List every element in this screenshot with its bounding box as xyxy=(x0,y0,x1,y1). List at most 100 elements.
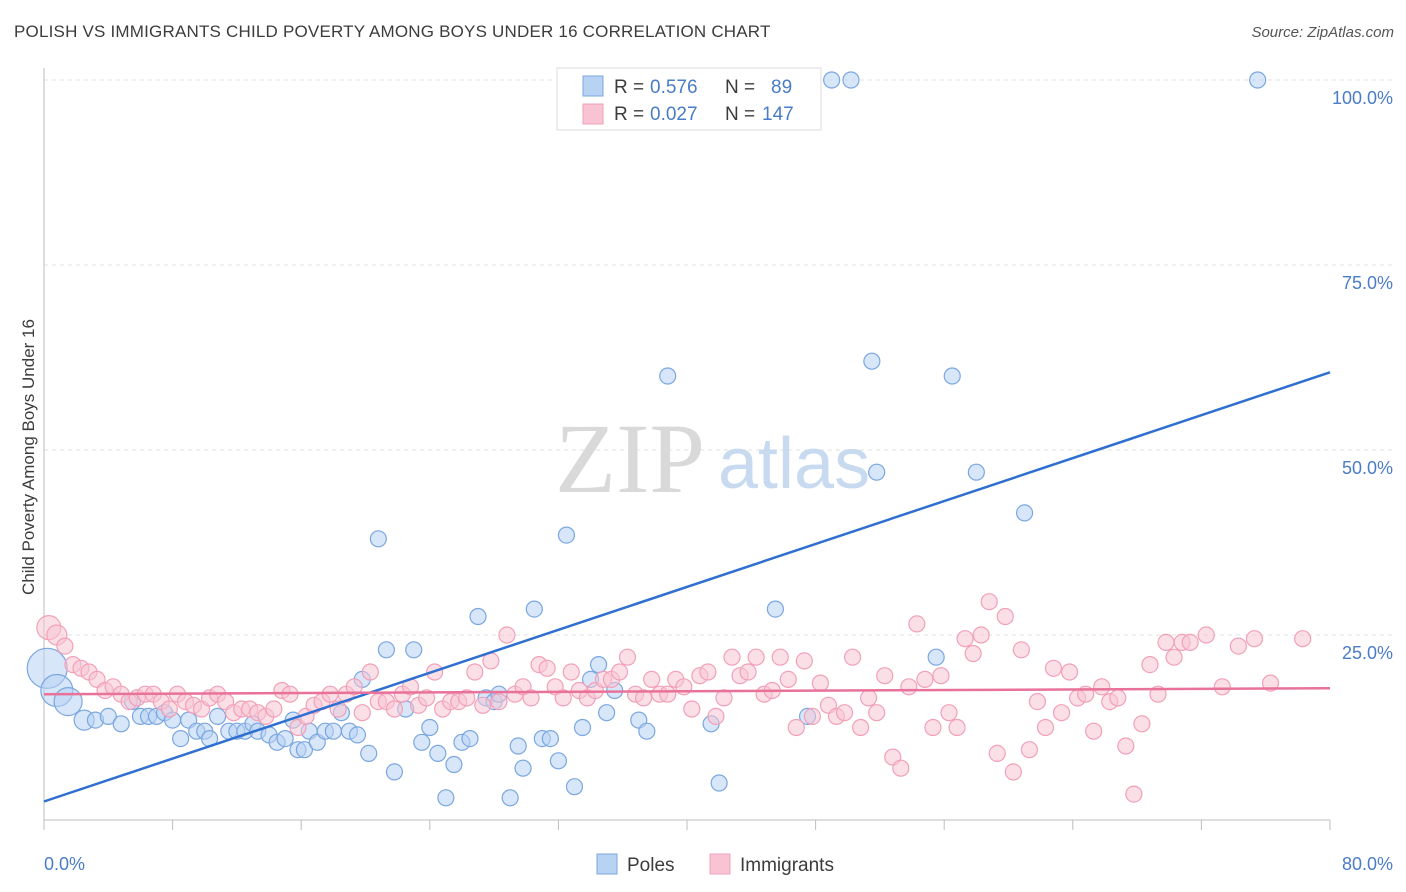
poles-point-64 xyxy=(573,718,592,737)
poles-point-44 xyxy=(413,733,431,751)
immigrants-point-101 xyxy=(852,718,870,737)
immigrants-point-93 xyxy=(787,718,805,737)
poles-point-26 xyxy=(276,729,294,748)
immigrants-point-147 xyxy=(1261,674,1280,692)
immigrants-point-139 xyxy=(1157,633,1175,652)
immigrants-point-75 xyxy=(643,670,661,689)
immigrants-point-136 xyxy=(1133,715,1151,733)
immigrants-point-43 xyxy=(385,700,404,718)
immigrants-point-87 xyxy=(739,663,757,681)
immigrants-point-56 xyxy=(490,692,508,711)
poles-point-58 xyxy=(525,600,543,618)
poles-point-33 xyxy=(324,722,342,740)
immigrants-point-110 xyxy=(924,718,942,737)
immigrants-point-148 xyxy=(1294,630,1312,648)
poles-point-36 xyxy=(348,726,367,744)
poles-point-84 xyxy=(1249,71,1267,89)
immigrants-point-137 xyxy=(1141,655,1159,674)
immigrants-point-127 xyxy=(1060,663,1079,681)
poles-point-39 xyxy=(369,530,387,548)
poles-point-45 xyxy=(421,718,439,737)
y-tick-labels: 25.0% 50.0% 75.0% 100.0% xyxy=(1332,88,1393,663)
immigrants-point-72 xyxy=(618,648,637,666)
immigrants-point-2 xyxy=(56,637,74,655)
immigrants-point-95 xyxy=(803,707,821,726)
immigrants-point-118 xyxy=(988,744,1006,763)
watermark-atlas: atlas xyxy=(718,424,870,504)
immigrants-point-120 xyxy=(1004,763,1022,781)
poles-trend-line xyxy=(43,371,1331,803)
poles-point-74 xyxy=(766,600,785,618)
immigrants-point-39 xyxy=(353,704,371,722)
immigrants-point-112 xyxy=(940,704,958,722)
immigrants-point-115 xyxy=(964,644,982,663)
immigrants-point-52 xyxy=(458,689,476,707)
y-tick-label-3: 100.0% xyxy=(1332,88,1393,108)
immigrants-point-15 xyxy=(160,700,178,718)
poles-point-60 xyxy=(541,729,559,748)
legend-r-value-poles: 0.576 xyxy=(650,77,698,98)
immigrants-point-47 xyxy=(417,689,436,707)
immigrants-point-57 xyxy=(498,626,516,644)
immigrants-point-94 xyxy=(795,652,813,670)
immigrants-point-100 xyxy=(843,648,862,666)
immigrants-point-119 xyxy=(996,607,1014,626)
immigrants-point-103 xyxy=(868,704,886,722)
poles-point-55 xyxy=(501,789,519,807)
immigrants-points xyxy=(36,593,1312,803)
y-tick-label-1: 50.0% xyxy=(1342,458,1393,478)
immigrants-point-133 xyxy=(1109,689,1127,707)
immigrants-point-142 xyxy=(1181,633,1199,652)
immigrants-point-121 xyxy=(1012,641,1030,659)
poles-point-67 xyxy=(598,704,616,722)
poles-point-2 xyxy=(53,686,83,717)
legend-bottom-label-immigrants: Immigrants xyxy=(740,855,834,876)
poles-point-83 xyxy=(1015,504,1034,522)
immigrants-point-40 xyxy=(361,663,379,681)
immigrants-point-38 xyxy=(345,678,363,696)
immigrants-point-99 xyxy=(835,704,854,722)
immigrants-point-83 xyxy=(707,707,725,726)
immigrants-point-62 xyxy=(538,659,556,677)
legend-n-label-immigrants: N = xyxy=(725,104,755,125)
poles-point-38 xyxy=(360,744,378,763)
immigrants-point-108 xyxy=(908,615,926,633)
legend-r-label-poles: R = xyxy=(614,77,644,98)
immigrants-point-107 xyxy=(900,678,918,696)
poles-point-66 xyxy=(589,655,608,674)
legend-bottom-swatch-poles xyxy=(596,853,618,875)
y-tick-label-0: 25.0% xyxy=(1342,643,1393,663)
immigrants-point-53 xyxy=(466,663,484,681)
immigrants-point-140 xyxy=(1165,648,1183,666)
immigrants-point-102 xyxy=(860,689,878,707)
poles-point-73 xyxy=(710,774,728,792)
immigrants-point-123 xyxy=(1028,692,1047,711)
legend-bottom-swatch-immigrants xyxy=(709,853,731,875)
x-tick-label-min: 0.0% xyxy=(44,854,85,874)
immigrants-point-122 xyxy=(1020,741,1038,759)
watermark-zip: ZIP xyxy=(555,403,705,514)
immigrants-point-106 xyxy=(892,759,910,777)
legend-top: R = 0.576 N = 89 R = 0.027 N = 147 xyxy=(556,67,822,131)
immigrants-point-91 xyxy=(771,648,789,666)
immigrants-point-54 xyxy=(474,696,492,714)
poles-point-61 xyxy=(549,752,568,770)
legend-n-value-poles: 89 xyxy=(771,77,792,98)
immigrants-point-74 xyxy=(634,689,653,707)
poles-point-78 xyxy=(863,352,881,370)
immigrants-point-145 xyxy=(1229,637,1247,655)
immigrants-point-109 xyxy=(916,670,934,689)
immigrants-point-116 xyxy=(972,626,990,644)
immigrants-point-113 xyxy=(948,718,966,737)
poles-point-80 xyxy=(927,648,945,666)
immigrants-point-144 xyxy=(1213,678,1231,696)
legend-n-value-immigrants: 147 xyxy=(762,104,794,125)
immigrants-trend-line xyxy=(43,687,1331,696)
poles-point-18 xyxy=(209,707,227,726)
immigrants-point-125 xyxy=(1044,659,1063,677)
legend-r-value-immigrants: 0.027 xyxy=(650,104,698,125)
chart-title: POLISH VS IMMIGRANTS CHILD POVERTY AMONG… xyxy=(14,22,771,41)
poles-point-48 xyxy=(445,755,463,774)
immigrants-point-77 xyxy=(659,685,677,703)
